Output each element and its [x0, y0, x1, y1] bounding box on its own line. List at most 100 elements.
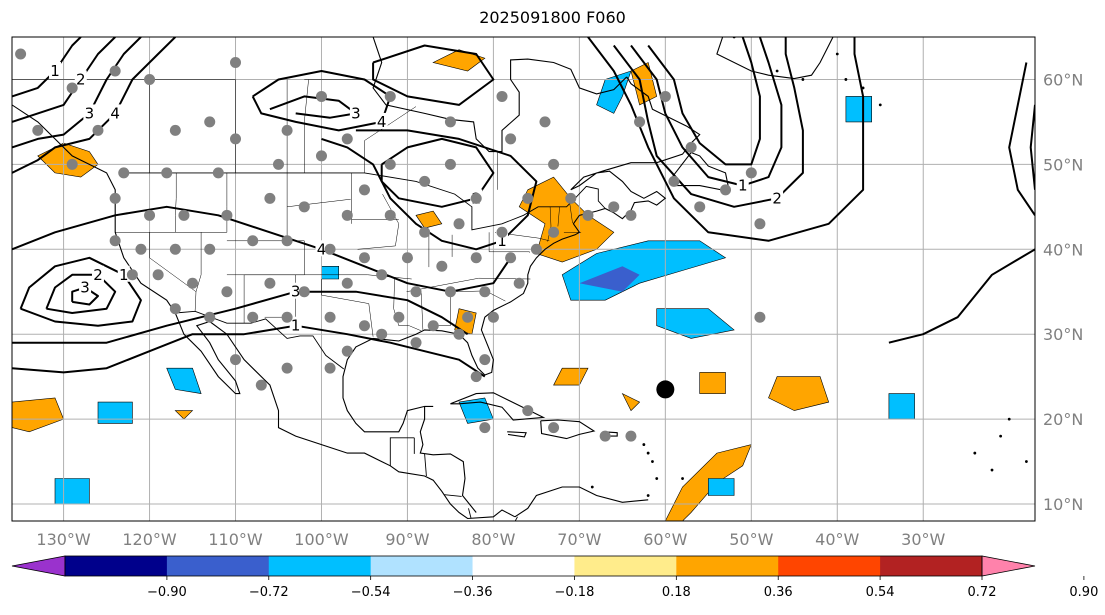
- station-dot: [384, 90, 396, 102]
- longitude-tick-label: 120°W: [122, 530, 177, 549]
- positive-anomaly-patch: [699, 372, 726, 394]
- station-dot: [169, 303, 181, 315]
- station-dot: [634, 116, 646, 128]
- station-dot: [161, 167, 173, 179]
- station-dot: [247, 235, 259, 247]
- colorbar-tick-label: −0.18: [555, 585, 595, 600]
- colorbar-segment: [370, 556, 474, 576]
- colorbar-segment: [268, 556, 372, 576]
- station-dot: [341, 277, 353, 289]
- station-dot: [221, 286, 233, 298]
- colorbar-segment: [880, 556, 983, 576]
- contour-line: [1029, 104, 1035, 190]
- station-dot: [410, 286, 422, 298]
- small-island: [835, 52, 839, 56]
- station-dot: [341, 209, 353, 221]
- station-dot: [479, 354, 491, 366]
- station-dot: [754, 311, 766, 323]
- station-dot: [401, 252, 413, 264]
- station-dot: [247, 311, 259, 323]
- negative-anomaly-patch: [166, 367, 202, 394]
- contour-label: 1: [738, 177, 748, 195]
- state-boundary-line: [364, 106, 417, 173]
- country-border-line: [444, 494, 462, 497]
- negative-anomaly-patch: [707, 478, 735, 496]
- station-dot: [204, 116, 216, 128]
- small-island: [775, 69, 779, 73]
- station-dot: [694, 201, 706, 213]
- contour-label: 4: [317, 240, 327, 258]
- longitude-tick-label: 110°W: [208, 530, 263, 549]
- station-dot: [230, 133, 242, 145]
- station-dot: [565, 192, 577, 204]
- station-dot: [470, 371, 482, 383]
- state-boundary-line: [304, 79, 309, 173]
- station-dot: [539, 116, 551, 128]
- colorbar-segment: [65, 556, 168, 576]
- contour-line: [269, 95, 357, 119]
- longitude-tick-label: 30°W: [901, 530, 945, 549]
- station-dot: [479, 286, 491, 298]
- station-dot: [298, 201, 310, 213]
- station-dot: [470, 252, 482, 264]
- colorbar-extend-high: [981, 555, 1036, 577]
- station-dot: [341, 133, 353, 145]
- negative-anomaly-patch: [54, 478, 90, 505]
- station-dot: [281, 124, 293, 136]
- small-island: [681, 477, 684, 480]
- small-island: [646, 451, 650, 455]
- station-dot: [298, 286, 310, 298]
- small-island: [655, 477, 659, 480]
- small-island: [646, 494, 650, 497]
- colorbar-extend-low: [11, 555, 66, 577]
- longitude-tick-label: 90°W: [385, 530, 429, 549]
- longitude-tick-label: 70°W: [557, 530, 601, 549]
- contour-label-background: [736, 176, 749, 193]
- country-border-line: [468, 508, 472, 519]
- station-dot: [410, 337, 422, 349]
- station-dot: [109, 235, 121, 247]
- station-dot: [66, 158, 78, 170]
- station-dot: [152, 269, 164, 281]
- colorbar-tick-label: −0.72: [249, 585, 289, 600]
- latitude-tick-label: 50°N: [1043, 155, 1083, 174]
- station-dot: [444, 116, 456, 128]
- station-dot: [522, 405, 534, 417]
- station-dot: [582, 209, 594, 221]
- station-dot: [745, 167, 757, 179]
- station-dot: [135, 243, 147, 255]
- contour-line: [12, 290, 469, 344]
- contour-label: 1: [497, 232, 507, 250]
- contour-label-background: [349, 104, 362, 121]
- country-border-line: [514, 516, 518, 521]
- contour-line: [587, 37, 865, 242]
- negative-anomaly-patch: [845, 96, 873, 123]
- state-boundary-line: [357, 193, 400, 250]
- station-dot: [479, 422, 491, 434]
- contour-line: [613, 37, 804, 208]
- station-dot: [462, 311, 474, 323]
- coastline: [716, 37, 834, 80]
- coastline: [450, 392, 546, 421]
- country-border-line: [389, 437, 415, 466]
- station-dot: [187, 277, 199, 289]
- station-dot: [513, 277, 525, 289]
- positive-anomaly-patch: [12, 397, 64, 433]
- contour-label-background: [74, 70, 87, 87]
- small-island: [990, 468, 994, 472]
- positive-anomaly-patch: [432, 49, 486, 72]
- contour-line: [372, 44, 495, 106]
- positive-anomaly-patch: [174, 410, 194, 420]
- station-dot: [281, 362, 293, 374]
- station-dot: [496, 226, 508, 238]
- state-boundary-line: [321, 279, 374, 337]
- coastline: [342, 76, 701, 433]
- station-dot: [444, 286, 456, 298]
- latitude-tick-label: 60°N: [1043, 70, 1083, 89]
- station-dot: [376, 269, 388, 281]
- small-island: [1025, 460, 1028, 463]
- station-dot: [625, 209, 637, 221]
- station-dot: [169, 124, 181, 136]
- contour-label: 3: [351, 104, 361, 122]
- colorbar-tick-label: 0.90: [1069, 585, 1098, 600]
